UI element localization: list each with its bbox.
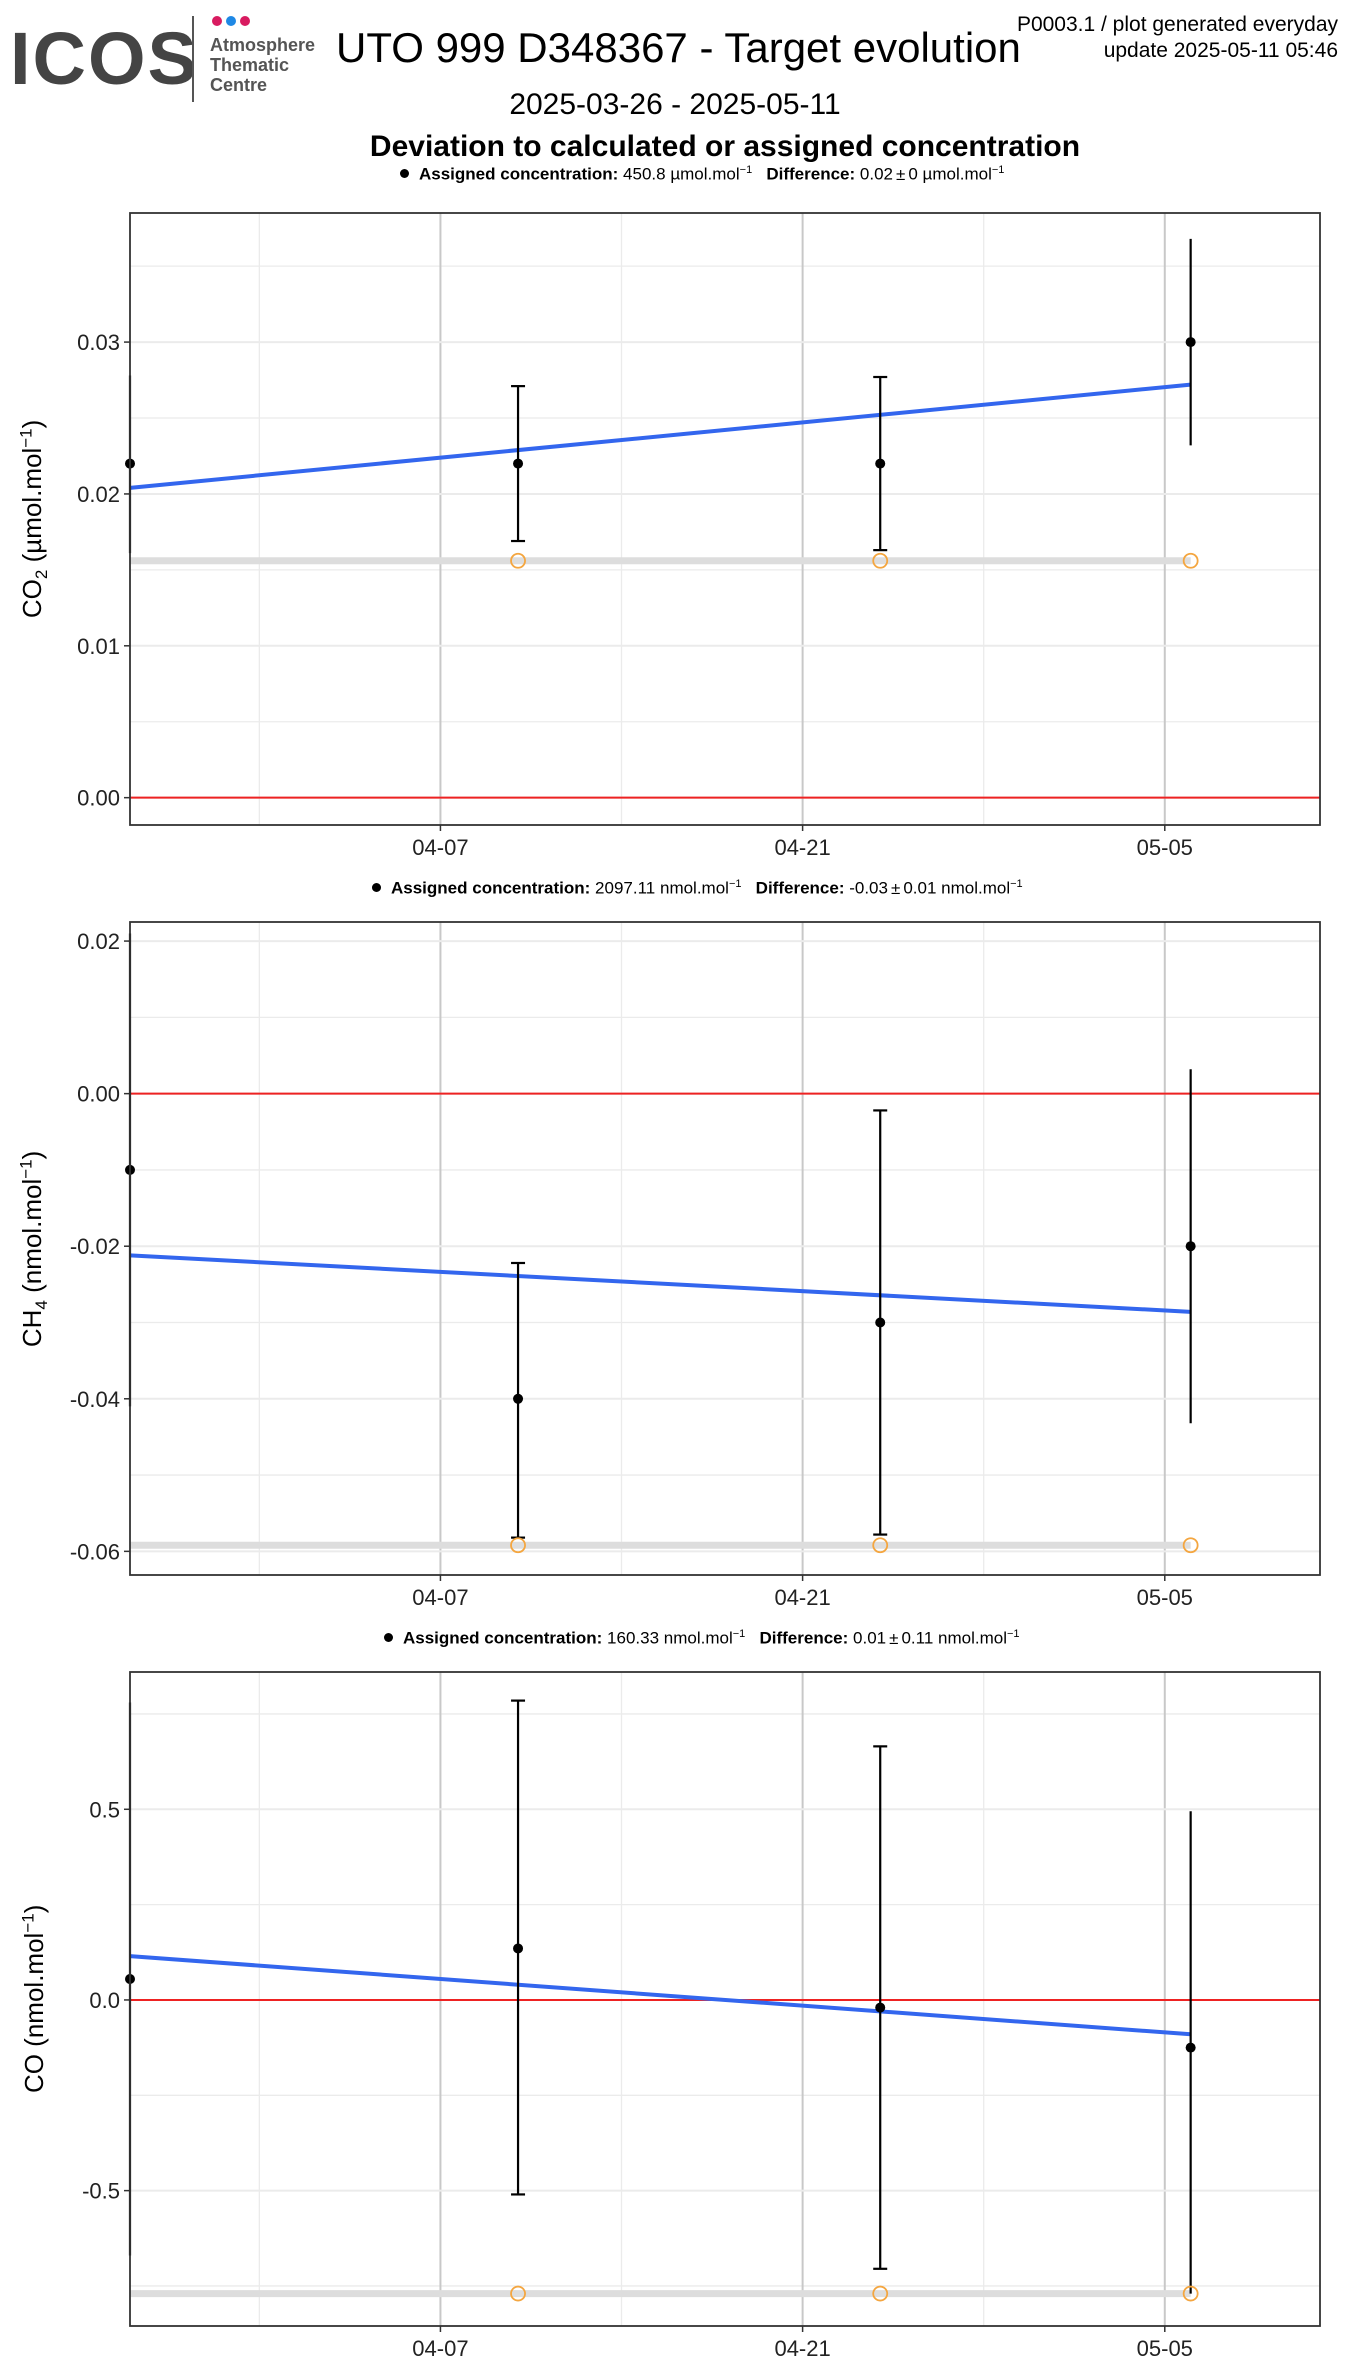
plot-frame <box>129 921 1321 1576</box>
reference-point <box>872 1537 889 1554</box>
legend-difference-value: -0.03 <box>849 878 888 898</box>
legend-unit-exponent: −1 <box>739 164 753 176</box>
legend-difference-label: Difference: <box>766 164 856 184</box>
legend-difference-value: 0.01 <box>853 1628 887 1648</box>
logo-line-2: Thematic <box>210 55 290 75</box>
legend-difference-sd: 0.01 <box>903 878 937 898</box>
panel-co2: 04-07 04-21 05-05 0.00 0.01 0.02 0.03 <box>77 212 1321 860</box>
legend-co: Assigned concentration: 160.33 nmol.mol−… <box>384 1628 1020 1649</box>
data-point <box>875 2002 886 2013</box>
legend-difference-sd: 0.11 <box>901 1628 934 1648</box>
x-tick-label: 04-07 <box>412 835 468 860</box>
data-point <box>513 1943 524 1954</box>
trend-line <box>129 1253 1191 1314</box>
reference-point <box>1182 1537 1199 1554</box>
panel-co: 04-07 04-21 05-05 -0.5 0.0 0.5 <box>82 1671 1321 2361</box>
x-tick-label: 04-07 <box>412 2336 468 2361</box>
legend-assigned-unit: nmol.mol <box>659 878 729 898</box>
legend-assigned-value: 450.8 <box>623 164 666 184</box>
legend-assigned-value: 160.33 <box>607 1628 660 1648</box>
legend-assigned-label: Assigned concentration: <box>391 878 591 898</box>
reference-point <box>510 552 526 569</box>
chart-subtitle: Deviation to calculated or assigned conc… <box>369 130 1081 163</box>
legend-assigned-label: Assigned concentration: <box>419 164 619 184</box>
y-tick-label: -0.5 <box>82 2179 120 2204</box>
reference-point <box>872 2285 889 2302</box>
logo-dots-icon <box>212 16 258 28</box>
logo-line-1: Atmosphere <box>210 35 316 55</box>
plot-frame <box>129 1671 1321 2327</box>
reference-point <box>1182 552 1199 569</box>
legend-assigned-unit: nmol.mol <box>663 1628 733 1648</box>
legend-difference-sd: 0 <box>908 164 918 184</box>
legend-assigned-unit: µmol.mol <box>670 164 740 184</box>
y-tick-label: -0.02 <box>70 1234 120 1259</box>
y-tick-label: 0.0 <box>89 1988 120 2013</box>
legend-difference-value: 0.02 <box>859 164 893 184</box>
x-tick-label: 05-05 <box>1137 835 1193 860</box>
y-tick-label: -0.06 <box>70 1539 120 1564</box>
data-point <box>513 1393 524 1404</box>
y-tick-label: 0.5 <box>89 1797 120 1822</box>
plot-meta: P0003.1 / plot generated everyday update… <box>1017 12 1338 64</box>
legend-point-icon <box>372 882 381 892</box>
trend-line <box>129 1954 1191 2037</box>
y-tick-label: -0.04 <box>70 1387 120 1412</box>
plot-meta-line-1: P0003.1 / plot generated everyday <box>1016 13 1338 36</box>
plot-frame <box>129 212 1321 826</box>
legend-difference-label: Difference: <box>755 878 845 898</box>
x-tick-label: 04-21 <box>774 835 830 860</box>
legend-point-icon <box>384 1632 393 1642</box>
legend-point-icon <box>400 168 409 178</box>
data-point <box>513 458 524 469</box>
reference-point <box>872 552 889 569</box>
legend-assigned-value: 2097.11 <box>595 878 656 898</box>
y-tick-label: 0.01 <box>77 634 120 659</box>
y-tick-label: 0.02 <box>77 929 120 954</box>
x-tick-label: 04-07 <box>412 1585 468 1610</box>
legend-co2: Assigned concentration: 450.8 µmol.mol−1… <box>400 164 1004 185</box>
trend-line <box>129 382 1191 490</box>
logo-line-3: Centre <box>210 75 268 95</box>
legend-difference-unit: nmol.mol <box>941 878 1011 898</box>
x-tick-label: 04-21 <box>774 1585 830 1610</box>
reference-point <box>510 1537 526 1554</box>
legend-difference-unit: µmol.mol <box>922 164 992 184</box>
x-tick-label: 05-05 <box>1137 1585 1193 1610</box>
data-point <box>875 458 886 469</box>
reference-point <box>510 2285 526 2302</box>
plot-meta-line-2: update 2025-05-11 05:46 <box>1103 39 1338 62</box>
page-title: UTO 999 D348367 - Target evolution <box>336 24 1021 71</box>
icos-logo: ICOS Atmosphere Thematic Centre <box>10 14 320 106</box>
x-tick-label: 05-05 <box>1137 2336 1193 2361</box>
y-tick-label: 0.02 <box>77 482 120 507</box>
legend-ch4: Assigned concentration: 2097.11 nmol.mol… <box>372 878 1023 899</box>
panel-ch4: 04-07 04-21 05-05 -0.06 -0.04 -0.02 0.00 0.02 <box>70 921 1321 1610</box>
logo-wordmark: ICOS <box>10 17 199 100</box>
legend-unit-exponent: −1 <box>728 878 742 890</box>
data-point <box>875 1317 886 1328</box>
y-tick-label: 0.03 <box>77 330 120 355</box>
reference-point <box>1182 2285 1199 2302</box>
legend-unit-exponent: −1 <box>1010 878 1023 890</box>
y-tick-label: 0.00 <box>77 786 120 811</box>
data-point <box>1185 1241 1196 1252</box>
y-tick-label: 0.00 <box>77 1082 120 1107</box>
legend-unit-exponent: −1 <box>732 1628 746 1640</box>
legend-assigned-label: Assigned concentration: <box>403 1628 603 1648</box>
legend-unit-exponent: −1 <box>1006 1628 1020 1640</box>
logo-separator <box>192 16 194 102</box>
data-point <box>1185 2042 1196 2053</box>
legend-difference-unit: nmol.mol <box>938 1628 1007 1648</box>
legend-difference-label: Difference: <box>759 1628 849 1648</box>
x-tick-label: 04-21 <box>774 2336 830 2361</box>
legend-unit-exponent: −1 <box>991 164 1005 176</box>
data-point <box>1185 337 1196 348</box>
date-range: 2025-03-26 - 2025-05-11 <box>509 88 841 121</box>
